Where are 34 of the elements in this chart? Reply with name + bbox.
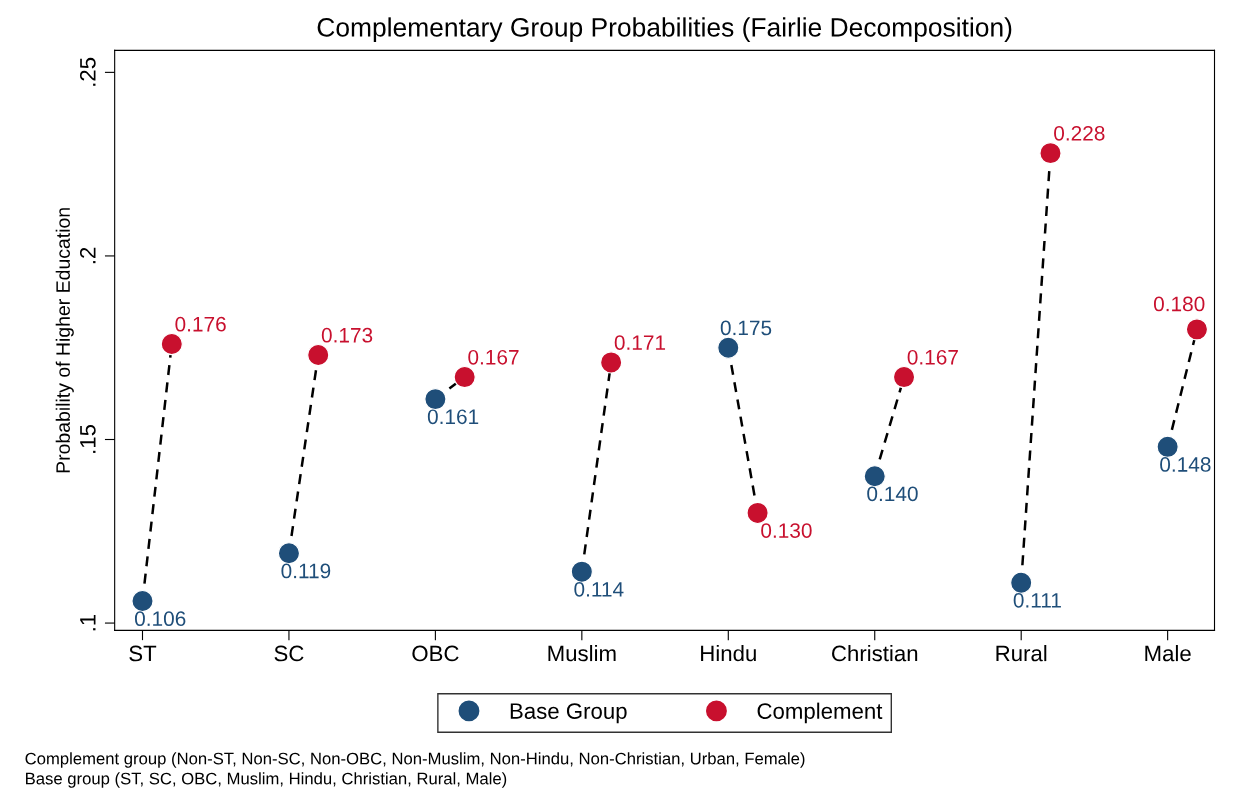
data-label: 0.148 bbox=[1160, 457, 1211, 472]
data-label: 0.106 bbox=[134, 611, 186, 627]
data-label: 0.167 bbox=[468, 349, 519, 365]
x-tick-label: Christian bbox=[832, 644, 918, 662]
legend-label: Base Group bbox=[510, 703, 627, 724]
x-tick-label: OBC bbox=[412, 645, 459, 662]
y-axis-title: Probability of Higher Education bbox=[55, 208, 74, 473]
x-tick-label: Muslim bbox=[548, 644, 616, 662]
data-label: 0.180 bbox=[1153, 296, 1205, 312]
x-tick-label: SC bbox=[274, 645, 304, 662]
chart-title: Complementary Group Probabilities (Fairlie Decomposition) bbox=[317, 17, 1012, 42]
data-label: 0.167 bbox=[907, 349, 958, 365]
data-label: 0.173 bbox=[321, 327, 373, 343]
text: Base group (ST, SC, OBC, Muslim, Hindu, Christian, Rural, Male) bbox=[26, 772, 507, 788]
y-tick-label: .1 bbox=[80, 614, 96, 631]
x-tick-label: Male bbox=[1145, 644, 1191, 662]
y-tick-label: .15 bbox=[80, 424, 96, 453]
data-label: 0.161 bbox=[427, 409, 479, 425]
data-label: 0.119 bbox=[281, 563, 331, 579]
x-tick-label: Hindu bbox=[701, 644, 756, 662]
x-tick-label: Rural bbox=[996, 644, 1047, 662]
data-label: 0.130 bbox=[761, 523, 812, 538]
data-label: 0.111 bbox=[1013, 592, 1061, 608]
text: Complement group (Non-ST, Non-SC, Non-OBC, Non-Muslim, Non-Hindu, Non-Christian, Urban, Female) bbox=[25, 752, 805, 768]
x-tick-label: ST bbox=[129, 645, 157, 662]
data-label: 0.228 bbox=[1054, 125, 1105, 141]
data-label: 0.176 bbox=[175, 316, 226, 332]
data-label: 0.114 bbox=[574, 581, 624, 597]
legend-label: Complement bbox=[757, 702, 883, 724]
y-tick-label: .25 bbox=[79, 57, 96, 86]
data-label: 0.171 bbox=[614, 335, 666, 350]
data-label: 0.175 bbox=[720, 320, 772, 336]
y-tick-label: .2 bbox=[79, 247, 96, 264]
data-label: 0.140 bbox=[867, 486, 918, 502]
